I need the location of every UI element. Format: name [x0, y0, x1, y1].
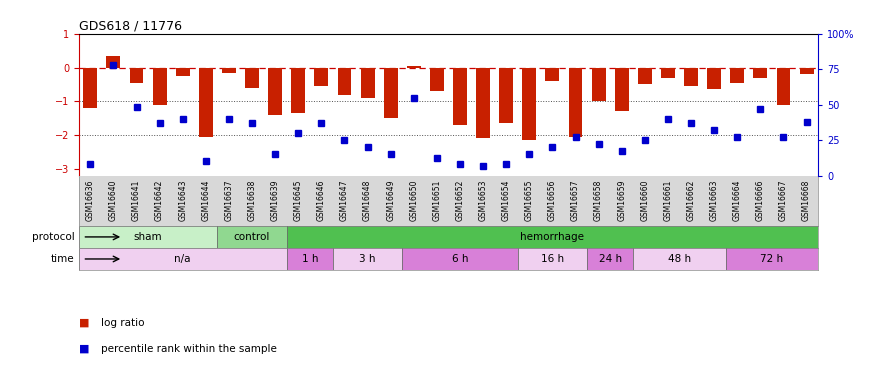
- Bar: [684, 68, 698, 86]
- Bar: [402, 248, 518, 270]
- Bar: [753, 68, 767, 78]
- Bar: [731, 68, 744, 83]
- Text: GSM16647: GSM16647: [340, 180, 349, 221]
- Text: GSM16667: GSM16667: [779, 180, 788, 221]
- Bar: [634, 248, 725, 270]
- Text: GSM16646: GSM16646: [317, 180, 326, 221]
- Text: GSM16659: GSM16659: [617, 180, 626, 221]
- Bar: [518, 248, 587, 270]
- Bar: [453, 68, 467, 125]
- Text: GSM16648: GSM16648: [363, 180, 372, 221]
- Text: GSM16661: GSM16661: [663, 180, 673, 221]
- Text: GSM16638: GSM16638: [248, 180, 256, 221]
- Text: GSM16654: GSM16654: [501, 180, 511, 221]
- Bar: [332, 248, 402, 270]
- Text: GSM16644: GSM16644: [201, 180, 210, 221]
- Text: GSM16639: GSM16639: [270, 180, 280, 221]
- Text: GSM16653: GSM16653: [479, 180, 487, 221]
- Bar: [79, 248, 287, 270]
- Text: GSM16642: GSM16642: [155, 180, 164, 221]
- Text: 48 h: 48 h: [668, 254, 691, 264]
- Bar: [615, 68, 628, 111]
- Text: GSM16649: GSM16649: [386, 180, 396, 221]
- Bar: [587, 248, 634, 270]
- Bar: [407, 66, 421, 68]
- Text: GSM16656: GSM16656: [548, 180, 556, 221]
- Text: GSM16637: GSM16637: [224, 180, 234, 221]
- Bar: [800, 68, 814, 74]
- Bar: [338, 68, 352, 94]
- Bar: [245, 68, 259, 88]
- Bar: [153, 68, 166, 105]
- Bar: [638, 68, 652, 84]
- Text: hemorrhage: hemorrhage: [521, 232, 584, 242]
- Bar: [199, 68, 213, 137]
- Text: ■: ■: [79, 318, 89, 327]
- Text: ■: ■: [79, 344, 89, 354]
- Bar: [569, 68, 583, 137]
- Bar: [360, 68, 374, 98]
- Bar: [217, 226, 287, 248]
- Bar: [522, 68, 536, 140]
- Text: GSM16652: GSM16652: [456, 180, 465, 221]
- Bar: [725, 248, 818, 270]
- Text: GSM16636: GSM16636: [86, 180, 94, 221]
- Bar: [430, 68, 444, 91]
- Text: GSM16663: GSM16663: [710, 180, 718, 221]
- Bar: [222, 68, 236, 73]
- Bar: [476, 68, 490, 138]
- Bar: [79, 226, 217, 248]
- Text: 6 h: 6 h: [452, 254, 468, 264]
- Text: GSM16657: GSM16657: [571, 180, 580, 221]
- Text: GSM16645: GSM16645: [294, 180, 303, 221]
- Text: time: time: [51, 254, 74, 264]
- Text: GSM16662: GSM16662: [687, 180, 696, 221]
- Text: n/a: n/a: [174, 254, 191, 264]
- Bar: [291, 68, 305, 113]
- Text: GSM16643: GSM16643: [178, 180, 187, 221]
- Text: GSM16664: GSM16664: [732, 180, 742, 221]
- Text: GSM16651: GSM16651: [432, 180, 441, 221]
- Text: log ratio: log ratio: [101, 318, 144, 327]
- Text: GSM16666: GSM16666: [756, 180, 765, 221]
- Text: GSM16641: GSM16641: [132, 180, 141, 221]
- Text: percentile rank within the sample: percentile rank within the sample: [101, 344, 276, 354]
- Bar: [287, 248, 332, 270]
- Text: protocol: protocol: [31, 232, 74, 242]
- Bar: [500, 68, 513, 123]
- Text: GSM16655: GSM16655: [525, 180, 534, 221]
- Text: 1 h: 1 h: [302, 254, 318, 264]
- Bar: [314, 68, 328, 86]
- Bar: [107, 56, 121, 68]
- Text: sham: sham: [134, 232, 163, 242]
- Text: 24 h: 24 h: [598, 254, 622, 264]
- Text: GSM16668: GSM16668: [802, 180, 811, 221]
- Text: GDS618 / 11776: GDS618 / 11776: [79, 20, 182, 33]
- Bar: [384, 68, 397, 118]
- Bar: [83, 68, 97, 108]
- Bar: [776, 68, 790, 105]
- Bar: [545, 68, 559, 81]
- Bar: [269, 68, 282, 115]
- Text: 16 h: 16 h: [541, 254, 564, 264]
- Text: 72 h: 72 h: [760, 254, 783, 264]
- Text: 3 h: 3 h: [360, 254, 376, 264]
- Bar: [287, 226, 818, 248]
- Bar: [707, 68, 721, 90]
- Text: GSM16658: GSM16658: [594, 180, 603, 221]
- Bar: [176, 68, 190, 76]
- Text: GSM16660: GSM16660: [640, 180, 649, 221]
- Text: GSM16650: GSM16650: [410, 180, 418, 221]
- Bar: [130, 68, 144, 83]
- Text: control: control: [234, 232, 270, 242]
- Bar: [592, 68, 605, 101]
- Text: GSM16640: GSM16640: [108, 180, 118, 221]
- Bar: [661, 68, 675, 78]
